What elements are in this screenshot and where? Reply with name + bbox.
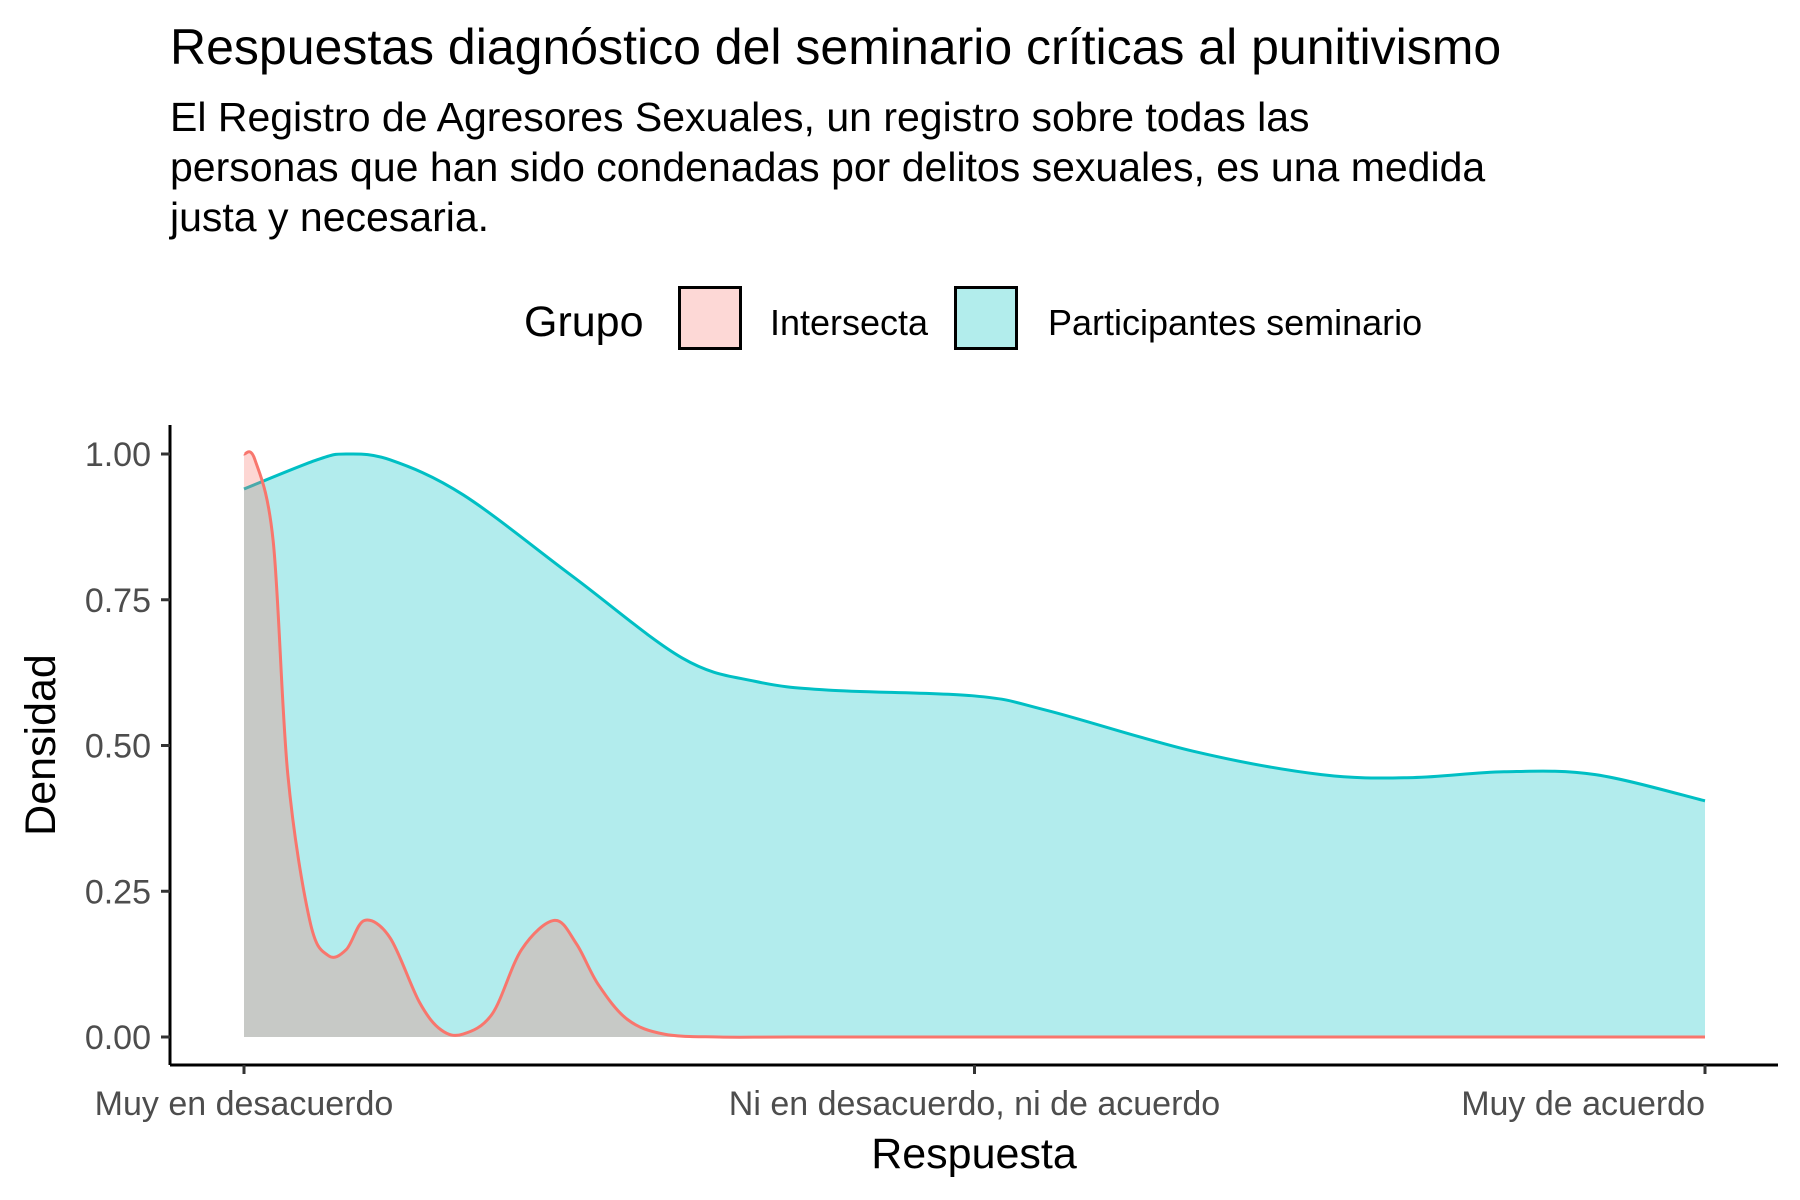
legend-title: Grupo (524, 298, 644, 346)
chart-subtitle: El Registro de Agresores Sexuales, un re… (170, 92, 1730, 242)
x-tick-label: Muy en desacuerdo (95, 1085, 394, 1123)
y-tick-label: 0.25 (85, 873, 151, 911)
x-axis-title: Respuesta (871, 1130, 1077, 1178)
y-tick-label: 0.00 (85, 1019, 151, 1057)
x-axis-ticks: Muy en desacuerdo Ni en desacuerdo, ni de… (95, 1065, 1707, 1123)
y-axis-ticks: 0.00 0.25 0.50 0.75 1.00 (85, 436, 170, 1057)
series-layer (243, 450, 1706, 1039)
density-area-participantes (244, 453, 1705, 1037)
density-area-intersecta (244, 451, 1705, 1038)
y-tick-label: 1.00 (85, 436, 151, 474)
subtitle-line-2: personas que han sido condenadas por del… (170, 144, 1486, 190)
legend-label-intersecta: Intersecta (770, 302, 929, 343)
subtitle-line-3: justa y necesaria. (170, 194, 490, 240)
density-line-intersecta (243, 450, 1705, 1039)
y-axis-title: Densidad (17, 654, 65, 836)
legend: Grupo Intersecta Participantes seminario (0, 284, 1800, 354)
subtitle-line-1: El Registro de Agresores Sexuales, un re… (170, 94, 1310, 140)
x-tick-label: Muy de acuerdo (1461, 1085, 1705, 1123)
chart-title: Respuestas diagnóstico del seminario crí… (170, 19, 1502, 75)
x-tick-label: Ni en desacuerdo, ni de acuerdo (729, 1085, 1220, 1123)
density-line-participantes (243, 452, 1706, 803)
y-tick-label: 0.50 (85, 728, 151, 766)
legend-key-intersecta (678, 286, 742, 350)
legend-label-participantes: Participantes seminario (1048, 302, 1423, 343)
legend-key-participantes (954, 286, 1018, 350)
y-tick-label: 0.75 (85, 582, 151, 620)
